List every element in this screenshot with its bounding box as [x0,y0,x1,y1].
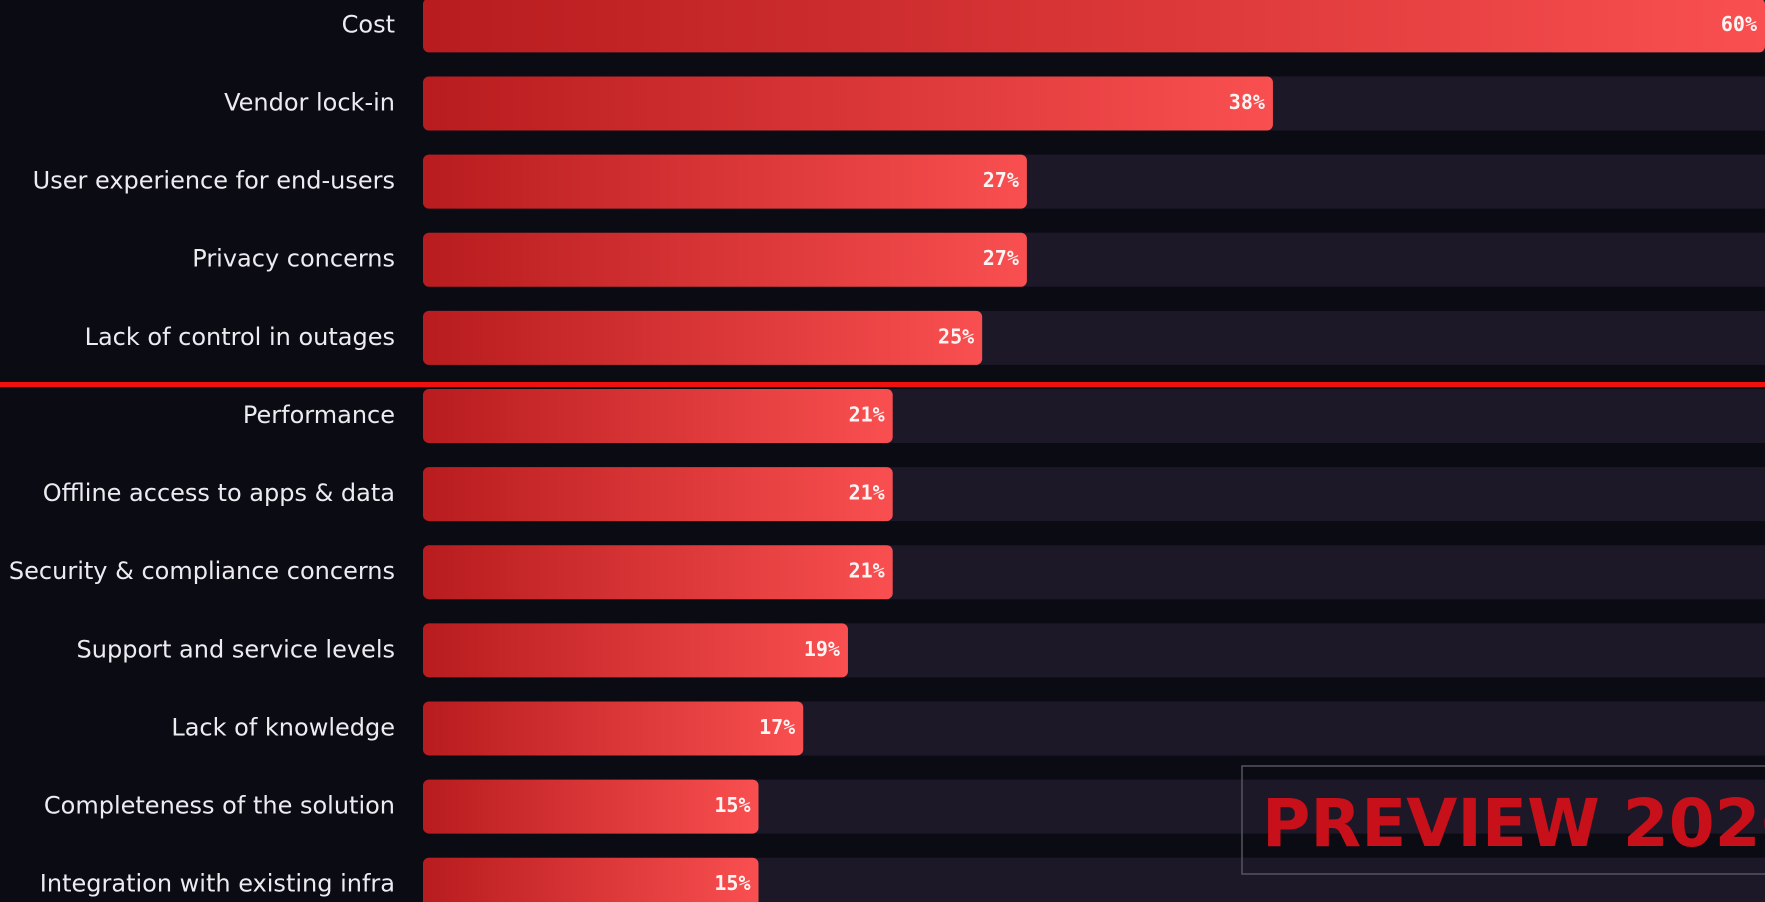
divider [0,382,1765,387]
value-label: 27% [983,246,1019,270]
value-label: 15% [714,793,750,817]
category-label: Performance [243,401,395,429]
category-label: Completeness of the solution [44,792,395,820]
value-label: 19% [804,637,840,661]
bar [423,701,804,756]
category-label: Integration with existing infra [40,870,395,898]
bar [423,388,893,443]
value-label: 27% [983,168,1019,192]
bar [423,310,983,365]
value-label: 38% [1229,90,1265,114]
bar [423,467,893,522]
value-label: 21% [849,559,885,583]
bar [423,545,893,600]
value-label: 60% [1721,12,1757,36]
bar [423,154,1027,209]
category-label: Security & compliance concerns [9,557,395,585]
watermark-box [1241,765,1765,875]
category-label: Lack of control in outages [85,323,395,351]
bar-track [423,857,1765,902]
category-label: Cost [342,10,395,38]
category-label: Privacy concerns [192,245,395,273]
bar [423,0,1765,53]
value-label: 21% [849,481,885,505]
value-label: 17% [759,715,795,739]
category-label: Vendor lock-in [224,88,395,116]
bar-track [423,779,1765,834]
value-label: 15% [714,871,750,895]
category-label: Support and service levels [77,635,395,663]
bar [423,76,1273,131]
value-label: 25% [938,324,974,348]
bar [423,623,848,678]
value-label: 21% [849,402,885,426]
bar [423,232,1027,287]
category-label: User experience for end-users [33,167,395,195]
bar [423,857,759,902]
category-label: Offline access to apps & data [43,479,395,507]
category-label: Lack of knowledge [171,713,395,741]
bar [423,779,759,834]
watermark: PREVIEW 2026-2 [1262,785,1765,862]
